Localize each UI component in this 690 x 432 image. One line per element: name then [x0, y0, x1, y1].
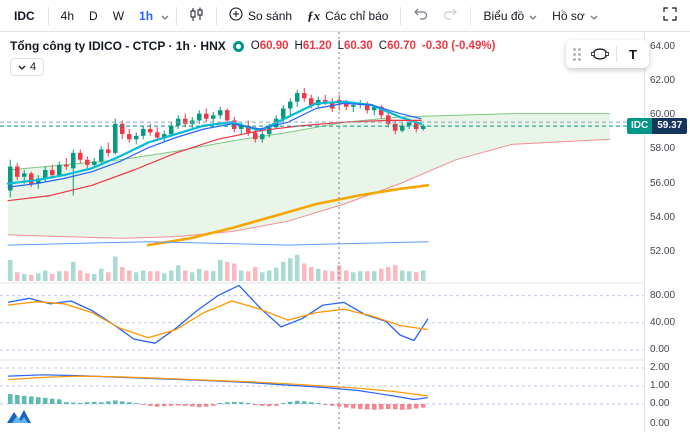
- axis-label: 0.00: [650, 344, 670, 355]
- axis-label: 56.00: [650, 177, 676, 189]
- axis-label: 54.00: [650, 211, 676, 223]
- fullscreen-button[interactable]: [656, 3, 684, 28]
- chevron-down-icon: [529, 9, 537, 23]
- profile-menu-label: Hồ sơ: [552, 8, 585, 23]
- axis-label: 0.00: [650, 398, 670, 409]
- axis-label: 58.00: [650, 143, 676, 155]
- drag-handle-icon[interactable]: [570, 47, 584, 61]
- chevron-down-icon: [18, 61, 26, 73]
- timeframe-1w-button[interactable]: W: [106, 5, 131, 27]
- flag-symbol: IDC: [627, 118, 653, 134]
- text-tool-button[interactable]: T: [621, 43, 645, 65]
- flag-price: 59.37: [652, 118, 688, 134]
- indicators-collapse-button[interactable]: 4: [10, 58, 45, 76]
- timeframe-caret-icon[interactable]: [161, 7, 169, 25]
- indicators-label: Các chỉ báo: [325, 8, 389, 23]
- high-label: H: [294, 40, 303, 52]
- close-label: C: [378, 40, 388, 52]
- chevron-down-icon: [590, 9, 598, 23]
- last-price-flag: IDC 59.37: [627, 118, 688, 134]
- fullscreen-icon: [663, 7, 677, 24]
- axis-label: 0.00: [650, 418, 670, 429]
- axis-label: 80.00: [650, 289, 676, 301]
- drawing-palette: T: [566, 40, 649, 68]
- toolbar-divider: [400, 6, 402, 25]
- axis-label: 62.00: [650, 75, 676, 87]
- chart-canvas[interactable]: [0, 32, 644, 432]
- timeframe-4h-button[interactable]: 4h: [54, 5, 81, 27]
- market-status-icon: [232, 40, 244, 52]
- undo-button[interactable]: [406, 4, 435, 27]
- axis-label: 2.00: [650, 362, 670, 373]
- open-value: 60.90: [259, 40, 289, 52]
- close-value: 60.70: [387, 40, 416, 52]
- axis-label: 64.00: [650, 41, 676, 52]
- indicators-count: 4: [30, 61, 37, 73]
- chart-type-button[interactable]: [182, 3, 211, 29]
- undo-icon: [413, 8, 428, 23]
- timeframe-1d-button[interactable]: D: [82, 5, 105, 27]
- chart-menu-label: Biểu đồ: [483, 8, 525, 23]
- price-axis[interactable]: 64.00 62.00 60.00 58.00 56.00 54.00 52.00 80.00…: [644, 32, 690, 432]
- toolbar-divider: [470, 6, 472, 25]
- profile-menu-button[interactable]: Hồ sơ: [545, 5, 605, 27]
- ohlc-values: O60.90 H61.20 L60.30 C60.70 -0.30 (-0.49…: [251, 40, 496, 52]
- redo-icon: [443, 8, 458, 23]
- change-value: -0.30 (-0.49%): [421, 40, 496, 52]
- compare-label: So sánh: [248, 8, 293, 23]
- high-value: 61.20: [302, 40, 332, 52]
- platform-logo: [6, 408, 32, 429]
- low-label: L: [337, 40, 345, 52]
- compare-button[interactable]: So sánh: [222, 3, 299, 28]
- circle-plus-icon: [229, 7, 243, 24]
- timeframe-1h-button[interactable]: 1h: [132, 5, 160, 27]
- redo-button[interactable]: [436, 4, 465, 27]
- candlestick-icon: [189, 7, 204, 25]
- toolbar-divider: [176, 6, 178, 25]
- palette-divider: [616, 46, 617, 62]
- chart-menu-button[interactable]: Biểu đồ: [476, 5, 544, 27]
- fx-icon: ƒx: [307, 7, 321, 23]
- toolbar-divider: [216, 6, 218, 25]
- ellipse-tool-button[interactable]: [588, 43, 612, 65]
- chart-area[interactable]: [0, 32, 644, 432]
- chart-legend: Tổng công ty IDICO - CTCP · 1h · HNX O60…: [10, 39, 495, 53]
- axis-label: 60.00: [650, 109, 676, 121]
- axis-label: 40.00: [650, 316, 676, 328]
- low-value: 60.30: [344, 40, 373, 52]
- open-label: O: [250, 40, 260, 52]
- symbol-label[interactable]: IDC: [14, 8, 35, 23]
- axis-label: 52.00: [650, 245, 676, 257]
- axis-label: 1.00: [650, 380, 670, 391]
- toolbar-divider: [47, 6, 49, 25]
- instrument-title[interactable]: Tổng công ty IDICO - CTCP · 1h · HNX: [10, 39, 226, 53]
- indicators-button[interactable]: ƒx Các chỉ báo: [300, 4, 395, 28]
- top-toolbar: IDC 4h D W 1h So sánh ƒx Các chỉ báo: [0, 0, 690, 32]
